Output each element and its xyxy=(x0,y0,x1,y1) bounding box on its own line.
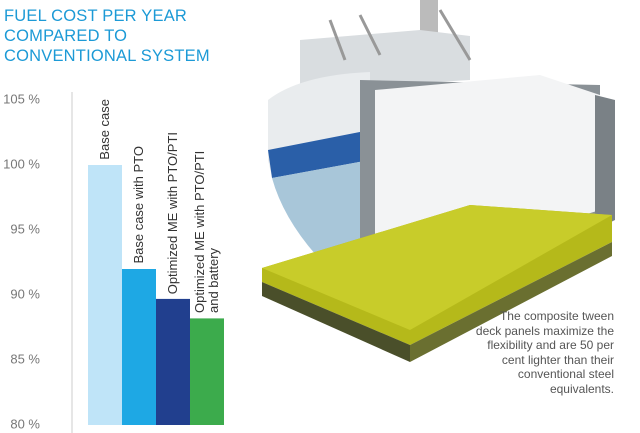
deck-top xyxy=(262,205,612,330)
deck-edge-side xyxy=(410,242,612,362)
bar xyxy=(122,269,156,425)
mast xyxy=(420,0,438,40)
y-tick-label: 105 % xyxy=(3,91,40,106)
bar xyxy=(156,298,190,425)
bar xyxy=(88,165,122,425)
hull-stripe xyxy=(268,130,370,178)
y-tick-label: 90 % xyxy=(10,286,40,301)
category-label: Optimized ME with PTO/PTI and battery xyxy=(192,151,221,314)
illustration xyxy=(262,0,615,362)
category-label: Optimized ME with PTO/PTI xyxy=(165,131,180,294)
category-label: Base case with PTO xyxy=(131,146,146,264)
bar xyxy=(190,318,224,425)
cranes xyxy=(328,9,472,61)
y-tick-label: 80 % xyxy=(10,416,40,431)
chart-title: FUEL COST PER YEAR COMPARED TO CONVENTIO… xyxy=(4,7,210,65)
y-tick-label: 100 % xyxy=(3,156,40,171)
caption: The composite tween deck panels maximize… xyxy=(475,309,614,396)
category-label: Base case xyxy=(97,99,112,160)
deck-edge xyxy=(262,282,410,362)
hold-side xyxy=(595,95,615,230)
y-tick-label: 95 % xyxy=(10,221,40,236)
y-tick-label: 85 % xyxy=(10,351,40,366)
